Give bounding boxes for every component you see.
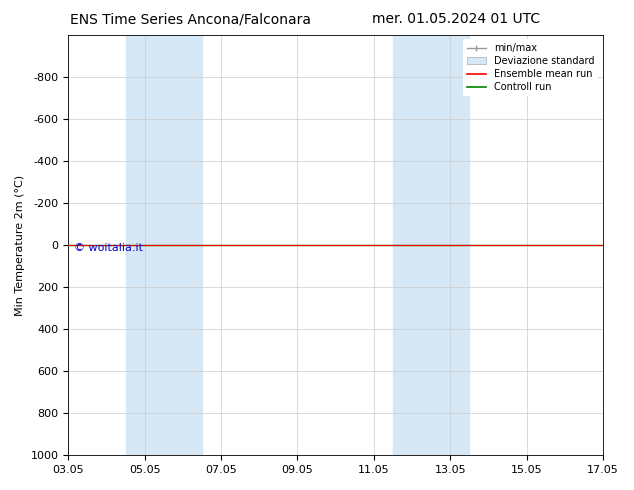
Text: © woitalia.it: © woitalia.it	[74, 243, 143, 253]
Bar	[126, 35, 202, 455]
Legend: min/max, Deviazione standard, Ensemble mean run, Controll run: min/max, Deviazione standard, Ensemble m…	[463, 40, 598, 96]
Text: ENS Time Series Ancona/Falconara: ENS Time Series Ancona/Falconara	[70, 12, 311, 26]
Text: mer. 01.05.2024 01 UTC: mer. 01.05.2024 01 UTC	[372, 12, 541, 26]
Y-axis label: Min Temperature 2m (°C): Min Temperature 2m (°C)	[15, 174, 25, 316]
Bar	[393, 35, 469, 455]
